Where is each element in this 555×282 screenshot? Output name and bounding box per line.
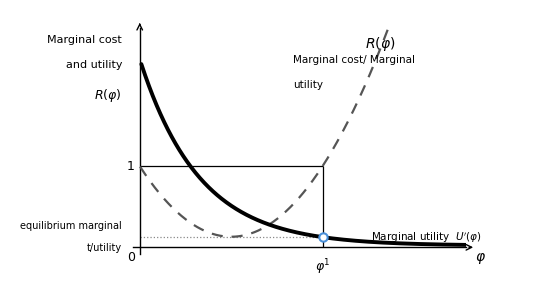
Text: Marginal cost/ Marginal: Marginal cost/ Marginal [293,55,415,65]
Text: $\varphi^1$: $\varphi^1$ [315,258,330,277]
Text: 1: 1 [127,160,135,173]
Text: 0: 0 [127,250,135,264]
Text: and utility: and utility [65,60,122,70]
Text: $\varphi$: $\varphi$ [476,250,486,266]
Text: equilibrium marginal: equilibrium marginal [21,221,122,232]
Text: Marginal cost: Marginal cost [47,35,122,45]
Text: $R(\varphi)$: $R(\varphi)$ [94,87,122,104]
Text: t/utility: t/utility [87,243,122,253]
Text: $R(\varphi)$: $R(\varphi)$ [365,35,396,53]
Text: Marginal utility  $U'(\varphi)$: Marginal utility $U'(\varphi)$ [371,230,482,244]
Text: utility: utility [293,80,323,90]
